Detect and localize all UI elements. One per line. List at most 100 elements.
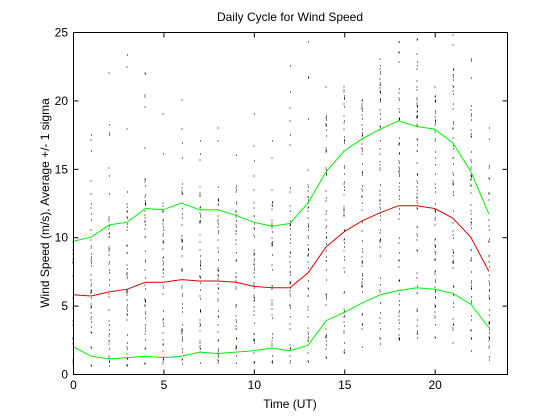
scatter-point xyxy=(344,349,345,351)
scatter-point xyxy=(471,115,472,117)
scatter-point xyxy=(182,193,183,195)
scatter-point xyxy=(435,99,436,101)
scatter-point xyxy=(236,185,237,187)
scatter-point xyxy=(91,256,92,258)
scatter-point xyxy=(416,39,418,41)
scatter-point xyxy=(218,348,219,350)
scatter-point xyxy=(326,279,327,281)
scatter-point xyxy=(290,187,291,189)
scatter-point xyxy=(235,187,237,189)
scatter-point xyxy=(253,306,255,308)
scatter-point xyxy=(217,331,219,333)
scatter-point xyxy=(471,175,472,177)
scatter-point xyxy=(452,267,454,269)
scatter-point xyxy=(200,264,201,266)
scatter-point xyxy=(199,195,201,197)
scatter-point xyxy=(361,314,363,316)
scatter-point xyxy=(361,114,363,116)
scatter-point xyxy=(127,210,128,212)
scatter-point xyxy=(344,106,345,108)
scatter-point xyxy=(488,336,490,338)
scatter-point xyxy=(290,282,291,284)
scatter-point xyxy=(290,238,291,240)
scatter-point xyxy=(344,325,345,327)
scatter-point xyxy=(163,343,164,345)
scatter-point xyxy=(470,109,472,111)
scatter-point xyxy=(144,181,146,183)
scatter-point xyxy=(126,346,128,348)
scatter-point xyxy=(470,259,472,261)
scatter-point xyxy=(108,335,110,337)
scatter-point xyxy=(236,201,237,203)
x-tick-label: 15 xyxy=(338,378,352,392)
x-tick-label: 5 xyxy=(161,378,168,392)
scatter-point xyxy=(181,190,183,192)
scatter-point xyxy=(236,338,237,340)
scatter-point xyxy=(144,96,146,98)
scatter-point xyxy=(199,347,201,349)
scatter-point xyxy=(416,180,418,182)
scatter-point xyxy=(218,275,219,277)
scatter-point xyxy=(416,277,418,279)
scatter-point xyxy=(399,339,400,341)
scatter-point xyxy=(471,302,472,304)
scatter-point xyxy=(199,249,201,251)
scatter-point xyxy=(271,345,273,347)
scatter-point xyxy=(399,252,400,254)
scatter-point xyxy=(470,213,472,215)
scatter-point xyxy=(326,237,327,239)
scatter-point xyxy=(417,38,418,40)
scatter-point xyxy=(236,226,237,228)
scatter-point xyxy=(326,344,327,346)
scatter-point xyxy=(126,353,128,355)
scatter-point xyxy=(127,191,128,193)
scatter-point xyxy=(109,261,110,263)
scatter-point xyxy=(325,213,327,215)
scatter-point xyxy=(253,294,255,296)
scatter-point xyxy=(489,337,490,339)
scatter-point xyxy=(453,286,454,288)
scatter-point xyxy=(290,220,291,222)
scatter-point xyxy=(452,329,454,331)
scatter-point xyxy=(90,207,92,209)
scatter-point xyxy=(162,202,164,204)
scatter-point xyxy=(181,240,183,242)
scatter-point xyxy=(199,222,201,224)
scatter-point xyxy=(435,164,436,166)
x-axis-title: Time (UT) xyxy=(263,397,317,411)
scatter-point xyxy=(452,137,454,139)
scatter-point xyxy=(145,311,146,313)
scatter-point xyxy=(434,219,436,221)
scatter-point xyxy=(343,103,345,105)
scatter-point xyxy=(453,69,454,71)
scatter-point xyxy=(91,306,92,308)
scatter-point xyxy=(181,248,183,250)
scatter-point xyxy=(325,147,327,149)
scatter-point xyxy=(398,280,400,282)
scatter-point xyxy=(325,304,327,306)
scatter-point xyxy=(488,347,490,349)
scatter-point xyxy=(253,314,255,316)
scatter-point xyxy=(489,297,490,299)
scatter-point xyxy=(435,211,436,213)
scatter-point xyxy=(253,175,255,177)
scatter-point xyxy=(91,316,92,318)
scatter-point xyxy=(182,142,183,144)
scatter-point xyxy=(235,243,237,245)
scatter-point xyxy=(399,279,400,281)
scatter-point xyxy=(380,140,381,142)
scatter-point xyxy=(488,167,490,169)
scatter-point xyxy=(307,235,309,237)
scatter-point xyxy=(452,172,454,174)
scatter-point xyxy=(435,291,436,293)
scatter-point xyxy=(272,205,273,207)
scatter-point xyxy=(470,166,472,168)
scatter-point xyxy=(453,324,454,326)
scatter-point xyxy=(379,322,381,324)
scatter-point xyxy=(489,309,490,311)
scatter-point xyxy=(489,332,490,334)
scatter-point xyxy=(144,220,146,222)
scatter-point xyxy=(416,124,418,126)
scatter-point xyxy=(217,362,219,364)
scatter-point xyxy=(253,202,255,204)
